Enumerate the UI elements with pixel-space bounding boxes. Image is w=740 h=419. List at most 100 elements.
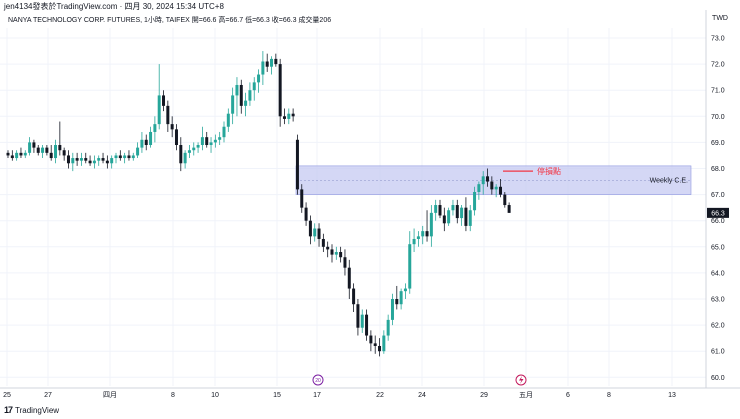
x-tick-label: 10 bbox=[211, 392, 219, 399]
candle-body bbox=[49, 152, 53, 159]
candle bbox=[105, 155, 109, 169]
candle bbox=[71, 152, 75, 172]
earnings-event-marker bbox=[515, 374, 527, 386]
candle-body bbox=[282, 116, 286, 119]
candle bbox=[421, 225, 425, 245]
candle-body bbox=[317, 228, 321, 239]
candle bbox=[395, 285, 399, 310]
candle-body bbox=[153, 124, 157, 132]
candle bbox=[174, 124, 178, 151]
candle-body bbox=[127, 155, 131, 159]
axes-group: 73.0 72.0 71.0 70.0 69.0 68.0 67.0 66.0 65.0 64.0… bbox=[0, 10, 740, 399]
candle-body bbox=[373, 343, 377, 346]
candle-body bbox=[105, 160, 109, 164]
candle bbox=[438, 199, 442, 219]
candle bbox=[295, 134, 299, 195]
candle-body bbox=[114, 155, 118, 159]
dividend-marker-label: 20 bbox=[315, 378, 321, 384]
y-tick-label: 71.0 bbox=[711, 88, 725, 95]
candle bbox=[187, 145, 191, 159]
candle-body bbox=[442, 215, 446, 224]
candle-body bbox=[218, 137, 222, 140]
candle bbox=[222, 121, 226, 143]
candle bbox=[386, 314, 390, 341]
candle-body bbox=[455, 205, 459, 219]
candle-body bbox=[321, 238, 325, 247]
candle-body bbox=[278, 64, 282, 117]
candle-body bbox=[390, 299, 394, 320]
x-tick-label: 13 bbox=[668, 392, 676, 399]
candle bbox=[390, 293, 394, 326]
candle-body bbox=[473, 191, 477, 211]
candle bbox=[412, 228, 416, 253]
candle bbox=[265, 53, 269, 72]
dividend-icon bbox=[312, 374, 324, 386]
candle bbox=[369, 330, 373, 352]
x-tick-label: 8 bbox=[171, 392, 175, 399]
candle-body bbox=[97, 158, 101, 161]
x-tick-label: 6 bbox=[566, 392, 570, 399]
candle-body bbox=[174, 129, 178, 146]
candle-body bbox=[84, 158, 88, 161]
candle bbox=[447, 207, 451, 226]
candle bbox=[170, 116, 174, 138]
candle-body bbox=[382, 335, 386, 352]
candle-body bbox=[498, 186, 502, 195]
candle-body bbox=[192, 147, 196, 151]
candle-body bbox=[369, 335, 373, 344]
candle-body bbox=[339, 252, 343, 258]
candle-body bbox=[386, 319, 390, 336]
candle-body bbox=[183, 152, 187, 164]
candle-body bbox=[187, 150, 191, 153]
candle bbox=[365, 309, 369, 341]
last-price-tag bbox=[707, 207, 729, 218]
candle-body bbox=[408, 244, 412, 289]
candle bbox=[300, 184, 304, 213]
candle bbox=[213, 134, 217, 148]
candle bbox=[110, 155, 114, 169]
candle bbox=[313, 223, 317, 242]
candle-body bbox=[101, 158, 105, 161]
candle bbox=[373, 335, 377, 354]
candle-body bbox=[300, 189, 304, 208]
candle bbox=[62, 147, 66, 161]
candle-body bbox=[274, 58, 278, 65]
candle bbox=[408, 231, 412, 294]
y-tick-label: 72.0 bbox=[711, 62, 725, 69]
candle bbox=[494, 184, 498, 198]
candle bbox=[36, 145, 40, 156]
candle bbox=[136, 142, 140, 159]
candle bbox=[498, 178, 502, 198]
candle bbox=[162, 90, 166, 112]
y-tick-label: 62.0 bbox=[711, 323, 725, 330]
earnings-bolt-icon bbox=[519, 376, 524, 384]
candle bbox=[507, 202, 511, 213]
candle bbox=[209, 137, 213, 153]
candle bbox=[339, 246, 343, 263]
candle bbox=[477, 181, 481, 200]
publisher-text: jen4134發表於TradingView.com bbox=[4, 2, 118, 11]
weekly-ce-zone-group: Weekly C.E. bbox=[295, 165, 692, 195]
candle-body bbox=[486, 176, 490, 182]
candle bbox=[291, 108, 295, 122]
currency-label[interactable]: TWD bbox=[712, 15, 728, 22]
candle-body bbox=[356, 304, 360, 328]
symbol-name[interactable]: NANYA TECHNOLOGY CORP. FUTURES, 1小時, TAI… bbox=[8, 17, 190, 24]
legend-open: 開=66.6 bbox=[191, 17, 217, 24]
candle-body bbox=[295, 139, 299, 190]
candle bbox=[101, 152, 105, 164]
candle-body bbox=[244, 100, 248, 106]
candle bbox=[451, 199, 455, 216]
candle bbox=[127, 150, 131, 161]
y-tick-label: 66.0 bbox=[711, 218, 725, 225]
candle bbox=[343, 249, 347, 276]
candle bbox=[382, 330, 386, 354]
candle-body bbox=[110, 158, 114, 164]
x-tick-label: 五月 bbox=[519, 391, 533, 399]
candle-body bbox=[179, 145, 183, 164]
candle bbox=[153, 116, 157, 143]
candle-body bbox=[239, 84, 243, 106]
candle bbox=[235, 77, 239, 117]
candle bbox=[473, 186, 477, 216]
